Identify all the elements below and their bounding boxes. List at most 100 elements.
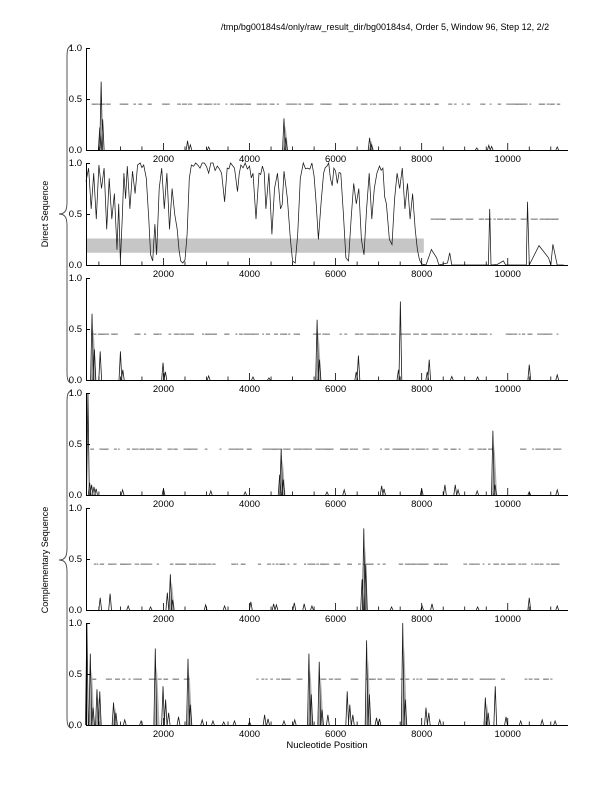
spike bbox=[200, 718, 204, 726]
dash-mark bbox=[119, 563, 125, 565]
dash-mark bbox=[159, 333, 162, 335]
dash-mark bbox=[377, 563, 380, 565]
dash-mark bbox=[189, 563, 192, 565]
dash-mark bbox=[328, 678, 332, 680]
spike bbox=[475, 375, 480, 381]
dash-mark bbox=[537, 678, 540, 680]
dash-mark bbox=[509, 333, 514, 335]
dash-mark bbox=[118, 448, 120, 450]
dash-mark bbox=[541, 448, 544, 450]
dash-mark bbox=[522, 333, 526, 335]
dash-mark bbox=[384, 448, 390, 450]
dash-mark bbox=[327, 103, 332, 105]
dash-mark bbox=[293, 563, 297, 565]
dash-mark bbox=[440, 678, 444, 680]
dash-mark bbox=[309, 448, 313, 450]
dash-mark bbox=[179, 563, 182, 565]
dash-mark bbox=[293, 333, 297, 335]
x-tick-label: 10000 bbox=[495, 384, 521, 395]
dash-mark bbox=[393, 103, 399, 105]
dash-mark bbox=[405, 448, 410, 450]
dash-mark bbox=[161, 103, 167, 105]
dash-mark bbox=[450, 218, 453, 220]
spike bbox=[325, 490, 329, 496]
dash-mark bbox=[269, 103, 275, 105]
dash-mark bbox=[309, 563, 313, 565]
dash-mark bbox=[489, 103, 492, 105]
spike bbox=[266, 718, 270, 726]
dash-mark bbox=[545, 218, 549, 220]
spike-echo bbox=[491, 444, 498, 495]
spike bbox=[161, 362, 165, 381]
spike bbox=[170, 599, 175, 611]
dash-mark bbox=[536, 448, 542, 450]
dash-mark bbox=[353, 448, 358, 450]
dash-mark bbox=[183, 448, 188, 450]
dash-mark bbox=[234, 103, 240, 105]
dash-mark bbox=[302, 448, 308, 450]
dash-mark bbox=[434, 333, 439, 335]
dash-mark bbox=[180, 563, 184, 565]
dash-mark bbox=[213, 103, 217, 105]
dash-mark bbox=[93, 103, 99, 105]
dash-mark bbox=[189, 333, 194, 335]
dash-mark bbox=[379, 103, 384, 105]
x-tick-label: 6000 bbox=[325, 499, 346, 510]
spikes bbox=[86, 392, 560, 496]
spike bbox=[185, 140, 190, 151]
dash-mark bbox=[550, 563, 554, 565]
dash-mark bbox=[298, 103, 302, 105]
spike bbox=[88, 653, 93, 726]
spike-echoes bbox=[282, 125, 374, 150]
y-tick-label: 0.5 bbox=[69, 94, 82, 105]
dash-mark bbox=[458, 448, 461, 450]
dash-mark bbox=[155, 448, 160, 450]
dash-mark bbox=[97, 333, 103, 335]
dash-mark bbox=[465, 218, 471, 220]
dash-mark bbox=[188, 448, 191, 450]
spike bbox=[475, 147, 479, 151]
dash-mark bbox=[454, 103, 457, 105]
dash-mark bbox=[399, 333, 404, 335]
dash-mark bbox=[558, 448, 562, 450]
dash-mark bbox=[468, 448, 474, 450]
spike bbox=[89, 484, 94, 496]
dash-mark bbox=[435, 448, 439, 450]
dash-mark bbox=[408, 333, 411, 335]
dash-row bbox=[90, 448, 562, 450]
dash-mark bbox=[553, 448, 556, 450]
x-tick-label: 4000 bbox=[239, 614, 260, 625]
dash-mark bbox=[93, 563, 97, 565]
dash-mark bbox=[338, 103, 343, 105]
dash-mark bbox=[432, 333, 436, 335]
dash-mark bbox=[214, 333, 217, 335]
x-tick-label: 2000 bbox=[153, 614, 174, 625]
dash-mark bbox=[168, 333, 172, 335]
spikes bbox=[97, 81, 560, 151]
dash-mark bbox=[528, 678, 533, 680]
dash-mark bbox=[550, 678, 553, 680]
dash-mark bbox=[368, 563, 374, 565]
spike bbox=[282, 719, 286, 726]
dash-mark bbox=[318, 448, 321, 450]
spike bbox=[345, 691, 350, 726]
dash-mark bbox=[93, 678, 97, 680]
x-tick-label: 6000 bbox=[325, 614, 346, 625]
dash-mark bbox=[275, 563, 279, 565]
dash-mark bbox=[289, 103, 293, 105]
spike bbox=[120, 369, 125, 381]
x-tick-label: 8000 bbox=[411, 614, 432, 625]
x-tick-label: 4000 bbox=[239, 154, 260, 165]
spike bbox=[400, 622, 405, 726]
x-tick-label: 10000 bbox=[495, 154, 521, 165]
spike bbox=[206, 374, 211, 381]
dash-mark bbox=[443, 333, 449, 335]
dash-mark bbox=[393, 448, 398, 450]
dash-mark bbox=[247, 103, 251, 105]
dash-mark bbox=[142, 563, 145, 565]
dash-mark bbox=[461, 103, 464, 105]
dash-mark bbox=[529, 103, 532, 105]
dash-mark bbox=[483, 448, 486, 450]
dash-mark bbox=[195, 448, 198, 450]
dash-mark bbox=[298, 678, 301, 680]
